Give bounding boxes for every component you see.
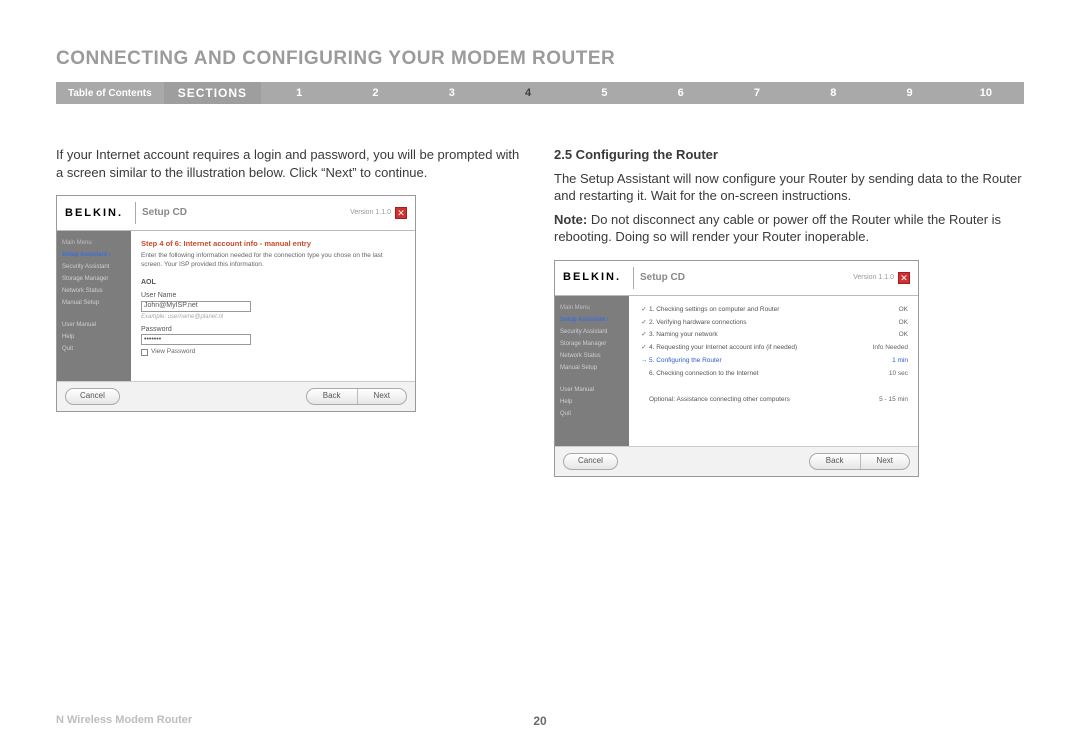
section-9[interactable]: 9 xyxy=(871,87,947,99)
app-version: Version 1.1.0 xyxy=(350,208,391,217)
sidebar-item-security[interactable]: Security Assistant xyxy=(560,326,624,338)
note-label: Note: xyxy=(554,212,587,227)
close-icon[interactable]: ✕ xyxy=(898,272,910,284)
section-3[interactable]: 3 xyxy=(414,87,490,99)
sidebar-head: Main Menu xyxy=(62,237,126,249)
username-label: User Name xyxy=(141,291,405,300)
belkin-logo: BELKIN. xyxy=(65,206,129,221)
sidebar-item-user-manual[interactable]: User Manual xyxy=(62,319,126,331)
username-input[interactable]: John@MyISP.net xyxy=(141,301,251,312)
checkbox-icon xyxy=(141,349,148,356)
toc-link[interactable]: Table of Contents xyxy=(56,88,164,99)
step-row-6: 6. Checking connection to the Internet10… xyxy=(639,368,908,381)
right-body-1: The Setup Assistant will now configure y… xyxy=(554,170,1024,205)
section-2[interactable]: 2 xyxy=(337,87,413,99)
sections-label: SECTIONS xyxy=(164,82,261,104)
sidebar-item-setup-assistant[interactable]: Setup Assistant › xyxy=(560,314,624,326)
app-sidebar: Main Menu Setup Assistant › Security Ass… xyxy=(555,296,629,446)
page-footer: N Wireless Modem Router 20 N Wireless Mo… xyxy=(56,714,1024,728)
sidebar-item-storage[interactable]: Storage Manager xyxy=(560,338,624,350)
cancel-button[interactable]: Cancel xyxy=(563,453,618,470)
check-icon: ✓ xyxy=(639,344,649,353)
view-password-checkbox[interactable]: View Password xyxy=(141,348,405,357)
sidebar-item-setup-assistant[interactable]: Setup Assistant › xyxy=(62,249,126,261)
arrow-right-icon: → xyxy=(639,357,649,366)
close-icon[interactable]: ✕ xyxy=(395,207,407,219)
sidebar-item-manual[interactable]: Manual Setup xyxy=(560,362,624,374)
sidebar-item-quit[interactable]: Quit xyxy=(560,408,624,420)
note-body: Do not disconnect any cable or power off… xyxy=(554,212,1001,245)
back-button[interactable]: Back xyxy=(307,389,357,404)
cancel-button[interactable]: Cancel xyxy=(65,388,120,405)
right-column: 2.5 Configuring the Router The Setup Ass… xyxy=(554,146,1024,477)
sidebar-item-help[interactable]: Help xyxy=(62,331,126,343)
app-sidebar: Main Menu Setup Assistant › Security Ass… xyxy=(57,231,131,381)
next-button[interactable]: Next xyxy=(357,389,406,404)
app-title: Setup CD xyxy=(142,206,187,220)
step-row-4: ✓4. Requesting your Internet account inf… xyxy=(639,342,908,355)
password-label: Password xyxy=(141,325,405,334)
app-version: Version 1.1.0 xyxy=(853,273,894,282)
step-row-3: ✓3. Naming your networkOK xyxy=(639,329,908,342)
isp-label: AOL xyxy=(141,278,405,287)
section-heading: 2.5 Configuring the Router xyxy=(554,146,1024,164)
setup-screenshot-steps: BELKIN. Setup CD Version 1.1.0 ✕ Main Me… xyxy=(554,260,919,477)
section-1[interactable]: 1 xyxy=(261,87,337,99)
sidebar-item-network[interactable]: Network Status xyxy=(560,350,624,362)
right-note: Note: Do not disconnect any cable or pow… xyxy=(554,211,1024,246)
setup-screenshot-login: BELKIN. Setup CD Version 1.1.0 ✕ Main Me… xyxy=(56,195,416,412)
section-8[interactable]: 8 xyxy=(795,87,871,99)
app-title: Setup CD xyxy=(640,271,685,285)
setup-steps-list: ✓1. Checking settings on computer and Ro… xyxy=(639,304,908,407)
page-number: 20 xyxy=(533,714,546,728)
next-button[interactable]: Next xyxy=(860,454,909,469)
section-6[interactable]: 6 xyxy=(643,87,719,99)
section-4[interactable]: 4 xyxy=(490,87,566,99)
product-name: N Wireless Modem Router xyxy=(56,714,192,728)
section-5[interactable]: 5 xyxy=(566,87,642,99)
sidebar-item-security[interactable]: Security Assistant xyxy=(62,261,126,273)
page-title: CONNECTING AND CONFIGURING YOUR MODEM RO… xyxy=(56,48,1024,70)
step-title: Step 4 of 6: Internet account info - man… xyxy=(141,239,405,249)
sidebar-item-help[interactable]: Help xyxy=(560,396,624,408)
sidebar-item-quit[interactable]: Quit xyxy=(62,343,126,355)
section-7[interactable]: 7 xyxy=(719,87,795,99)
back-next-buttons: Back Next xyxy=(809,453,910,470)
sidebar-item-manual[interactable]: Manual Setup xyxy=(62,297,126,309)
username-hint: Example: username@planet.nl xyxy=(141,313,405,321)
check-icon: ✓ xyxy=(639,306,649,315)
sidebar-head: Main Menu xyxy=(560,302,624,314)
step-desc: Enter the following information needed f… xyxy=(141,252,405,270)
step-row-5: →5. Configuring the Router1 min xyxy=(639,355,908,368)
check-icon: ✓ xyxy=(639,319,649,328)
back-next-buttons: Back Next xyxy=(306,388,407,405)
sidebar-item-storage[interactable]: Storage Manager xyxy=(62,273,126,285)
check-icon: ✓ xyxy=(639,331,649,340)
left-intro-text: If your Internet account requires a logi… xyxy=(56,146,526,181)
password-input[interactable]: ••••••• xyxy=(141,334,251,345)
view-password-label: View Password xyxy=(151,348,195,357)
left-column: If your Internet account requires a logi… xyxy=(56,146,526,477)
back-button[interactable]: Back xyxy=(810,454,860,469)
sidebar-item-network[interactable]: Network Status xyxy=(62,285,126,297)
belkin-logo: BELKIN. xyxy=(563,270,627,285)
step-row-2: ✓2. Verifying hardware connectionsOK xyxy=(639,317,908,330)
section-navbar: Table of Contents SECTIONS 1 2 3 4 5 6 7… xyxy=(56,82,1024,104)
sidebar-item-user-manual[interactable]: User Manual xyxy=(560,384,624,396)
section-10[interactable]: 10 xyxy=(948,87,1024,99)
step-row-optional: Optional: Assistance connecting other co… xyxy=(639,390,908,407)
step-row-1: ✓1. Checking settings on computer and Ro… xyxy=(639,304,908,317)
